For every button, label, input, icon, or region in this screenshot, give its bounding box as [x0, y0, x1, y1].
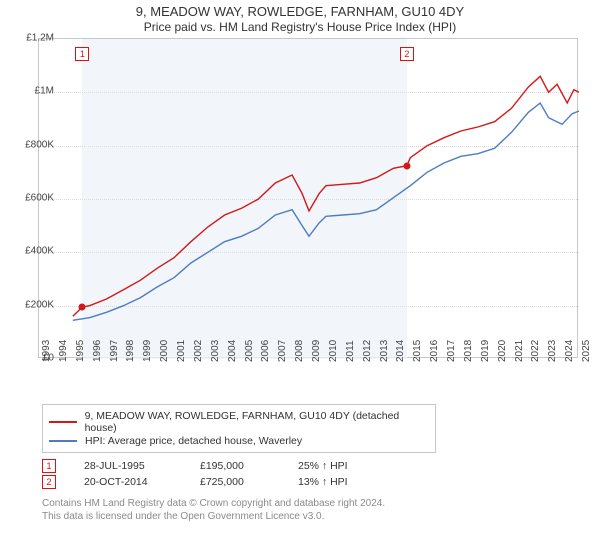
- legend-swatch-hpi: [49, 440, 77, 442]
- sale-marker-1: 1: [42, 459, 56, 473]
- footer: Contains HM Land Registry data © Crown c…: [42, 497, 600, 523]
- sale-marker-dot: [403, 162, 410, 169]
- sale-price-2: £725,000: [200, 476, 298, 488]
- sales-table: 1 28-JUL-1995 £195,000 25% ↑ HPI 2 20-OC…: [42, 459, 600, 489]
- line-series-svg: [39, 39, 579, 359]
- sale-date-1: 28-JUL-1995: [84, 460, 200, 472]
- subtitle: Price paid vs. HM Land Registry's House …: [0, 20, 600, 34]
- plot-region: 12: [38, 38, 578, 358]
- sale-marker-box: 2: [400, 47, 414, 61]
- title: 9, MEADOW WAY, ROWLEDGE, FARNHAM, GU10 4…: [0, 4, 600, 19]
- legend-item-property: 9, MEADOW WAY, ROWLEDGE, FARNHAM, GU10 4…: [49, 410, 429, 434]
- legend: 9, MEADOW WAY, ROWLEDGE, FARNHAM, GU10 4…: [42, 404, 436, 453]
- sale-marker-2: 2: [42, 475, 56, 489]
- sale-row-2: 2 20-OCT-2014 £725,000 13% ↑ HPI: [42, 475, 600, 489]
- sale-marker-box: 1: [75, 47, 89, 61]
- footer-line-2: This data is licensed under the Open Gov…: [42, 510, 600, 523]
- sale-marker-dot: [79, 304, 86, 311]
- legend-item-hpi: HPI: Average price, detached house, Wave…: [49, 435, 429, 447]
- footer-line-1: Contains HM Land Registry data © Crown c…: [42, 497, 600, 510]
- x-tick-label: 2025: [581, 340, 592, 362]
- chart-container: 9, MEADOW WAY, ROWLEDGE, FARNHAM, GU10 4…: [0, 0, 600, 523]
- sale-diff-2: 13% ↑ HPI: [298, 476, 348, 488]
- sale-price-1: £195,000: [200, 460, 298, 472]
- legend-swatch-property: [49, 421, 77, 423]
- titles: 9, MEADOW WAY, ROWLEDGE, FARNHAM, GU10 4…: [0, 0, 600, 36]
- chart-area: 12 £0£200K£400K£600K£800K£1M£1.2M1993199…: [38, 38, 598, 398]
- legend-label-property: 9, MEADOW WAY, ROWLEDGE, FARNHAM, GU10 4…: [85, 410, 429, 434]
- legend-label-hpi: HPI: Average price, detached house, Wave…: [85, 435, 302, 447]
- sale-date-2: 20-OCT-2014: [84, 476, 200, 488]
- sale-row-1: 1 28-JUL-1995 £195,000 25% ↑ HPI: [42, 459, 600, 473]
- series-property: [73, 76, 579, 316]
- sale-diff-1: 25% ↑ HPI: [298, 460, 348, 472]
- series-hpi: [73, 103, 579, 320]
